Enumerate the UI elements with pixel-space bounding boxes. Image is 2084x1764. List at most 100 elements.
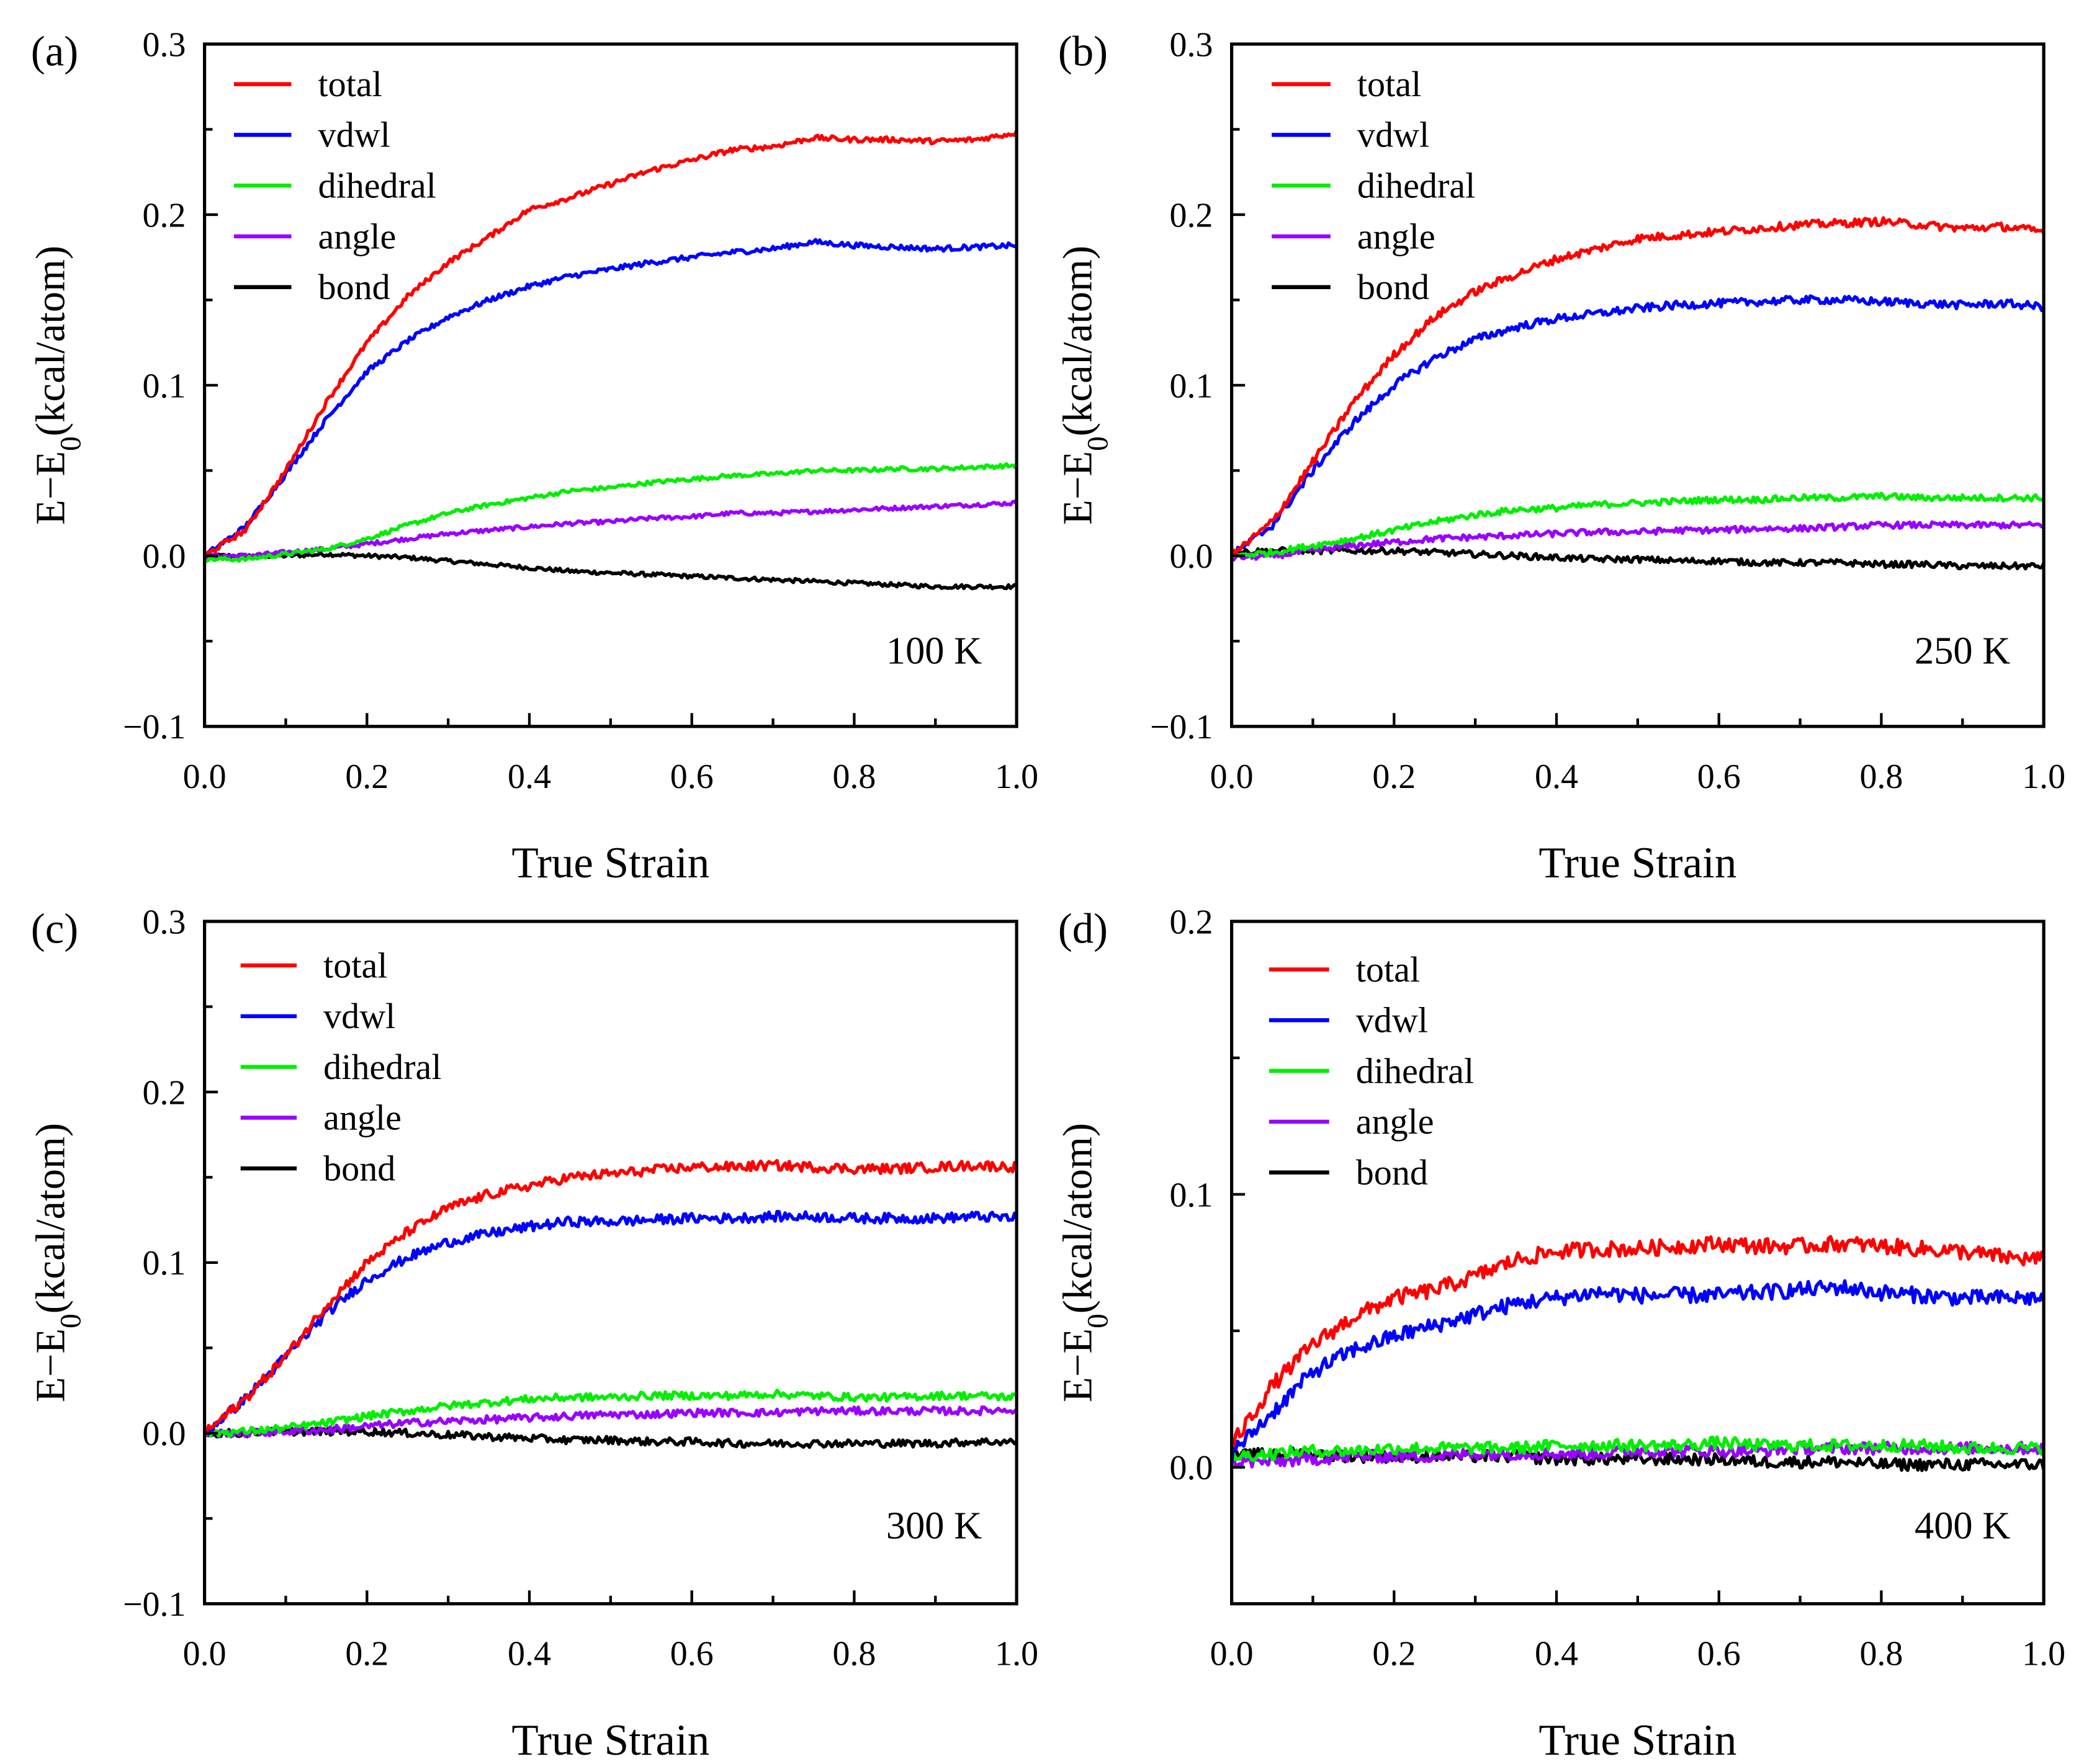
- chart-panel-a: −0.1 0.0 0.1 0.2 0.3 0.0 0.2 0.4 0.6 0.8 1.0 True S…: [29, 25, 1038, 887]
- series-line-dihedral: [1231, 491, 2044, 558]
- y-axis-label: E−E0(kcal/atom): [1056, 246, 1115, 525]
- legend-label: total: [1356, 949, 1420, 990]
- x-tick-label: 0.6: [1697, 1635, 1741, 1673]
- panel-label: (a): [31, 27, 78, 74]
- x-tick-label: 0.2: [345, 1635, 389, 1673]
- series-line-total: [204, 130, 1017, 556]
- legend-item-vdwl: vdwl: [1272, 115, 1429, 155]
- y-tick-label: 0.1: [143, 1244, 186, 1283]
- x-tick-label: 0.4: [1535, 1635, 1578, 1673]
- y-tick-label: 0.1: [143, 367, 186, 405]
- temperature-annotation: 300 K: [886, 1504, 982, 1547]
- legend: total vdwl dihedral angle bond: [233, 64, 436, 307]
- x-axis-label: True Strain: [511, 1716, 709, 1764]
- legend: total vdwl dihedral angle bond: [1269, 949, 1474, 1193]
- legend-label: angle: [323, 1098, 402, 1138]
- y-tick-label: 0.2: [143, 1073, 186, 1112]
- plot-frame: [1230, 920, 2046, 1606]
- x-tick-label: 0.8: [832, 1635, 876, 1673]
- y-axis-label-units: (kcal/atom): [29, 1123, 74, 1314]
- series-line-total: [1231, 216, 2044, 558]
- y-axis-label-main: E−E: [29, 1328, 74, 1402]
- x-tick-label: 1.0: [2022, 1635, 2065, 1673]
- legend-label: dihedral: [318, 166, 436, 206]
- x-axis-label: True Strain: [1538, 1716, 1736, 1764]
- x-tick-label: 0.6: [670, 758, 714, 796]
- x-tick-label: 0.0: [183, 758, 227, 796]
- x-tick-label: 0.8: [832, 758, 876, 796]
- y-tick-label: 0.1: [1170, 367, 1213, 405]
- y-tick-label: 0.2: [1170, 196, 1213, 235]
- y-axis-label: E−E0(kcal/atom): [29, 1123, 88, 1402]
- legend-item-total: total: [233, 64, 382, 104]
- legend-item-total: total: [1272, 64, 1421, 104]
- series-line-vdwl: [204, 238, 1017, 558]
- y-tick-label: 0.3: [143, 903, 186, 941]
- x-tick-label: 1.0: [995, 758, 1038, 796]
- y-tick-label: 0.0: [143, 1415, 186, 1453]
- y-axis-label-subscript: 0: [1082, 436, 1115, 451]
- y-tick-label: 0.2: [1170, 903, 1213, 941]
- series-line-vdwl: [1231, 294, 2044, 557]
- legend-item-bond: bond: [1272, 267, 1429, 307]
- y-tick-label: −0.1: [123, 708, 186, 746]
- series-line-bond: [1231, 545, 2044, 571]
- chart-panel-d: 0.0 0.1 0.2 0.0 0.2 0.4 0.6 0.8 1.0 True Strain E−…: [1056, 903, 2065, 1764]
- series-line-total: [204, 1158, 1017, 1438]
- series-group: [204, 130, 1017, 591]
- series-line-angle: [204, 499, 1017, 560]
- x-tick-label: 0.6: [1697, 758, 1741, 796]
- legend-item-vdwl: vdwl: [240, 996, 395, 1036]
- legend-label: vdwl: [318, 115, 390, 155]
- x-tick-label: 1.0: [995, 1635, 1038, 1673]
- chart-panel-b: −0.1 0.0 0.1 0.2 0.3 0.0 0.2 0.4 0.6 0.8 1.0 True S…: [1056, 25, 2065, 887]
- x-tick-label: 0.4: [508, 758, 551, 796]
- legend-item-dihedral: dihedral: [233, 166, 436, 206]
- legend-item-bond: bond: [1269, 1152, 1428, 1193]
- legend-label: total: [1357, 64, 1421, 104]
- plot-frame: [1230, 42, 2046, 728]
- legend-item-dihedral: dihedral: [1269, 1050, 1474, 1091]
- legend-item-dihedral: dihedral: [240, 1047, 441, 1087]
- series-group: [204, 1158, 1017, 1449]
- legend-item-bond: bond: [240, 1148, 395, 1189]
- temperature-annotation: 100 K: [886, 630, 982, 673]
- x-tick-label: 0.6: [670, 1635, 714, 1673]
- y-tick-label: 0.3: [1170, 25, 1213, 64]
- series-line-total: [1231, 1235, 2044, 1448]
- legend-label: vdwl: [1356, 1000, 1428, 1041]
- y-axis-label: E−E0(kcal/atom): [1056, 1123, 1115, 1402]
- x-tick-label: 1.0: [2022, 758, 2065, 796]
- legend-item-angle: angle: [1272, 216, 1435, 256]
- x-tick-label: 0.2: [1372, 758, 1416, 796]
- y-axis-label-subscript: 0: [1082, 1314, 1115, 1328]
- legend-label: bond: [1357, 267, 1429, 307]
- series-line-bond: [204, 550, 1017, 591]
- legend-label: bond: [323, 1148, 395, 1189]
- y-axis-label-subscript: 0: [55, 436, 88, 451]
- y-axis-label-units: (kcal/atom): [1056, 1123, 1101, 1314]
- y-tick-label: 0.0: [1170, 1449, 1213, 1487]
- x-tick-label: 0.8: [1859, 1635, 1903, 1673]
- x-tick-label: 0.8: [1859, 758, 1903, 796]
- panel-label: (b): [1058, 27, 1108, 74]
- legend-item-angle: angle: [233, 216, 396, 256]
- legend-item-vdwl: vdwl: [233, 115, 390, 155]
- legend-label: bond: [318, 267, 390, 307]
- legend-item-bond: bond: [233, 267, 390, 307]
- series-line-dihedral: [204, 462, 1017, 563]
- legend-label: bond: [1356, 1152, 1428, 1193]
- y-tick-label: 0.1: [1170, 1176, 1213, 1214]
- legend-item-angle: angle: [240, 1098, 402, 1138]
- panel-label: (c): [31, 905, 78, 952]
- y-axis-label-units: (kcal/atom): [1056, 246, 1101, 436]
- series-line-dihedral: [1231, 1435, 2044, 1462]
- y-axis-label-main: E−E: [1056, 1328, 1101, 1402]
- legend: total vdwl dihedral angle bond: [240, 945, 441, 1189]
- temperature-annotation: 400 K: [1915, 1504, 2010, 1547]
- legend-label: angle: [1357, 216, 1435, 256]
- legend-label: total: [318, 64, 382, 104]
- legend-label: dihedral: [323, 1047, 441, 1087]
- y-axis-label-units: (kcal/atom): [29, 246, 74, 436]
